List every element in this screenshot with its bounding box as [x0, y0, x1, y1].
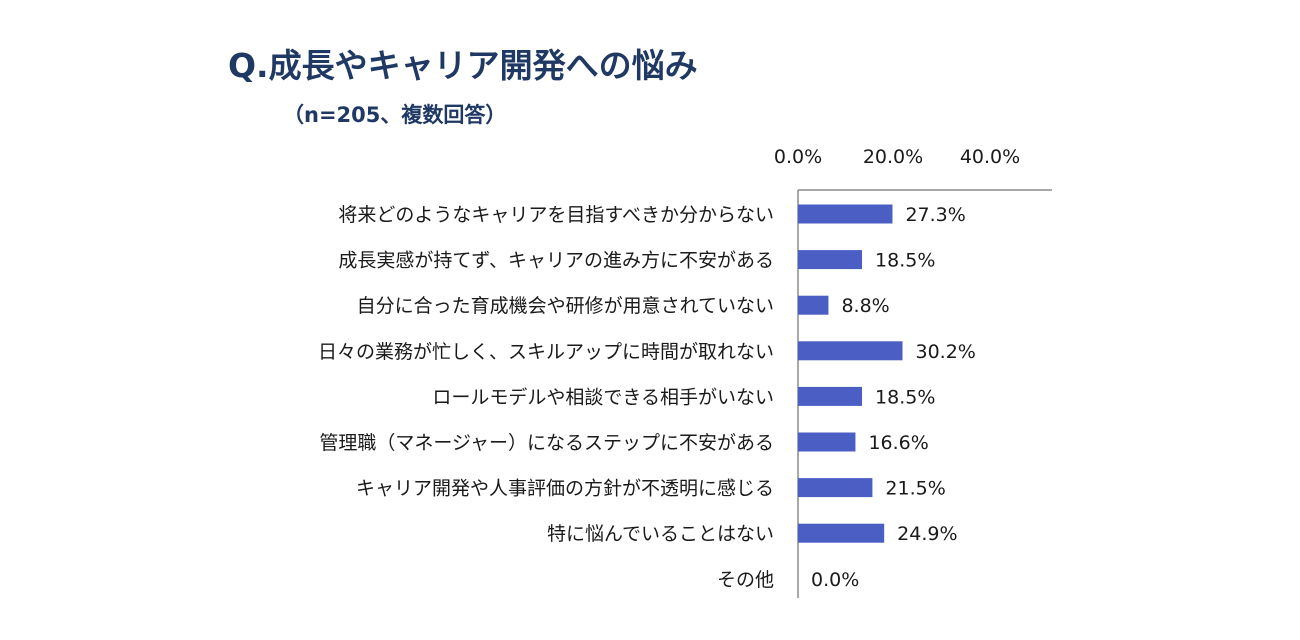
data-label: 24.9% [897, 523, 957, 545]
category-label: ロールモデルや相談できる相手がいない [432, 386, 774, 408]
bar [798, 386, 863, 406]
data-label: 18.5% [875, 386, 935, 408]
x-tick-label: 20.0% [863, 146, 923, 168]
category-label: 管理職（マネージャー）になるステップに不安がある [319, 432, 774, 454]
category-label: キャリア開発や人事評価の方針が不透明に感じる [356, 478, 774, 500]
bar [798, 341, 903, 361]
data-label: 0.0% [811, 569, 859, 591]
data-label: 27.3% [905, 204, 965, 226]
data-label: 21.5% [885, 478, 945, 500]
bar [798, 295, 829, 315]
category-label: 特に悩んでいることはない [547, 523, 774, 545]
category-labels: 将来どのようなキャリアを目指すべきか分からない成長実感が持てず、キャリアの進み方… [318, 204, 774, 591]
category-label: 将来どのようなキャリアを目指すべきか分からない [338, 204, 774, 226]
data-label: 16.6% [868, 432, 928, 454]
bar [798, 250, 863, 270]
value-labels: 27.3% 18.5% 8.8% 30.2% 18.5% 16.6% 21.5% 24.9% 0… [811, 204, 976, 591]
data-label: 30.2% [916, 341, 976, 363]
bars [798, 204, 903, 543]
category-label: 自分に合った育成機会や研修が用意されていない [357, 295, 774, 317]
category-label: 日々の業務が忙しく、スキルアップに時間が取れない [318, 341, 774, 363]
bar [798, 432, 856, 452]
category-label: その他 [717, 569, 774, 591]
bar [798, 204, 893, 224]
data-label: 8.8% [841, 295, 889, 317]
x-axis-ticks: 0.0% 20.0% 40.0% [774, 146, 1020, 168]
chart-title: Q.成長やキャリア開発への悩み [228, 46, 698, 85]
bar [798, 478, 873, 498]
data-label: 18.5% [875, 250, 935, 272]
x-tick-label: 40.0% [960, 146, 1020, 168]
category-label: 成長実感が持てず、キャリアの進み方に不安がある [338, 250, 774, 272]
bar [798, 523, 885, 543]
x-tick-label: 0.0% [774, 146, 822, 168]
chart-subtitle: （n=205、複数回答） [283, 103, 506, 127]
